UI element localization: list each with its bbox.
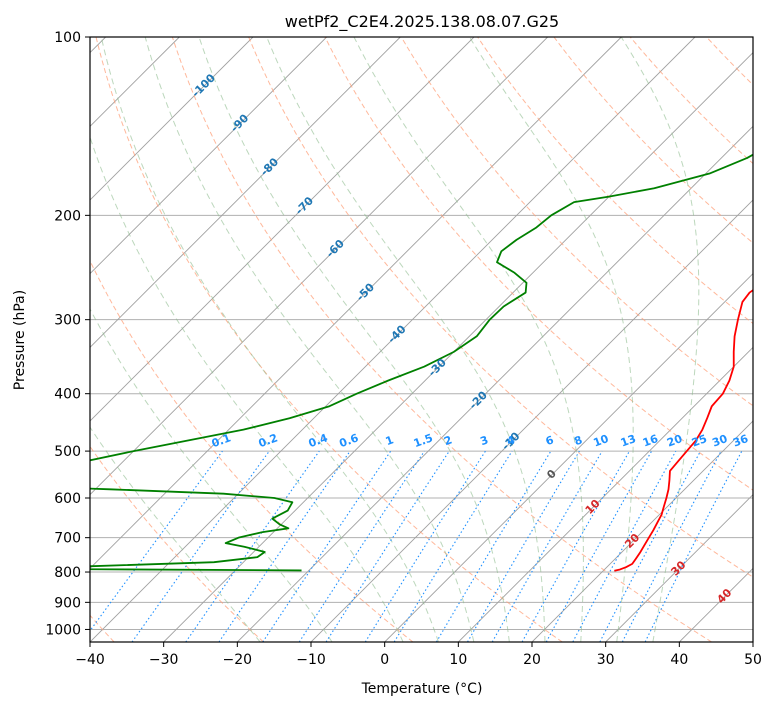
x-axis: −40 −30 −20 −10 0 10 20 30 40 50 — [75, 642, 762, 668]
plot-frame — [89, 36, 754, 643]
background-grid — [90, 37, 753, 642]
isotherm-line — [605, 494, 753, 642]
isotherm-line — [90, 37, 475, 422]
mixing-ratio-line — [545, 450, 653, 642]
isotherm-line — [458, 346, 753, 642]
isotherm-line — [90, 37, 622, 569]
isotherm-line — [90, 37, 401, 348]
mixing-ratio-line — [131, 450, 270, 642]
isotherm-line — [310, 199, 753, 642]
isotherm-line — [531, 420, 753, 642]
mixing-ratio-label: 3 — [478, 433, 490, 448]
plot-area — [90, 37, 753, 642]
profile-layer — [90, 153, 753, 572]
y-tick-label: 400 — [54, 387, 81, 403]
x-tick-label: −30 — [149, 652, 179, 668]
mixing-ratio-label: 25 — [690, 432, 709, 449]
dry-adiabat — [171, 37, 712, 642]
dewpoint-profile — [90, 153, 753, 572]
moist-adiabat — [90, 135, 404, 642]
mixing-ratio-label: 30 — [710, 432, 729, 450]
y-tick-label: 600 — [54, 491, 81, 507]
isotherm-line — [752, 641, 753, 642]
mixing-ratio-line — [298, 450, 425, 642]
chart-title: wetPf2_C2E4.2025.138.08.07.G25 — [285, 12, 559, 32]
moist-adiabat — [144, 37, 475, 642]
mixing-ratio-label: 16 — [641, 432, 660, 450]
moist-adiabat — [198, 37, 510, 642]
dry-adiabat — [90, 259, 414, 642]
dry-adiabat — [95, 37, 563, 642]
mixing-ratio-label: 0.4 — [307, 431, 330, 450]
mixing-ratio-label: 13 — [619, 432, 638, 449]
moist-adiabat — [100, 37, 439, 642]
x-tick-label: −40 — [75, 652, 105, 668]
mixing-ratio-line — [185, 450, 320, 642]
mixing-ratio-line — [521, 450, 630, 642]
y-tick-label: 1000 — [45, 622, 81, 638]
moist-adiabat — [620, 37, 700, 642]
mixing-ratio-line — [572, 450, 677, 642]
moist-adiabat — [90, 426, 261, 642]
mixing-ratio-line — [644, 450, 743, 642]
mixing-ratio-line — [393, 450, 513, 642]
mixing-ratio-label: 1.5 — [412, 431, 435, 450]
y-tick-label: 300 — [54, 313, 81, 329]
dry-adiabat — [400, 37, 753, 407]
isotherm-line — [237, 125, 753, 642]
temperature-profile — [614, 289, 753, 572]
y-tick-label: 900 — [54, 595, 81, 611]
mixing-ratio-line — [325, 450, 450, 642]
x-tick-label: 0 — [380, 652, 389, 668]
mixing-ratio-label: 36 — [731, 432, 750, 450]
mixing-ratio-line — [218, 450, 351, 642]
isotherm-line — [384, 273, 753, 642]
mixing-ratio-label: 0.2 — [257, 431, 280, 450]
isotherm-line — [90, 37, 254, 201]
isotherm-line — [90, 37, 548, 496]
x-tick-label: 10 — [449, 652, 467, 668]
x-axis-title: Temperature (°C) — [361, 681, 483, 697]
mixing-ratio-line — [262, 450, 392, 642]
mixing-ratio-label: 20 — [665, 432, 684, 450]
mixing-ratio-label: 6 — [544, 433, 556, 448]
y-axis-title: Pressure (hPa) — [12, 290, 28, 390]
x-tick-label: 50 — [744, 652, 762, 668]
x-tick-label: −20 — [223, 652, 253, 668]
moist-adiabat — [353, 37, 584, 642]
mixing-ratio-label: 8 — [572, 433, 584, 448]
mixing-ratio-label: 4 — [505, 433, 517, 448]
moist-adiabat — [90, 308, 333, 642]
isotherm-line — [163, 52, 753, 642]
y-axis: 100 200 300 400 500 600 700 800 900 1000 — [45, 30, 90, 638]
mixing-ratio-label: 0.1 — [210, 431, 233, 450]
x-tick-label: 20 — [523, 652, 541, 668]
y-tick-label: 800 — [54, 565, 81, 581]
x-tick-label: −10 — [296, 652, 326, 668]
dry-adiabat — [90, 445, 264, 642]
dry-adiabat — [248, 37, 753, 578]
isotherm-line — [90, 37, 327, 275]
isotherm-line — [90, 37, 696, 642]
y-tick-label: 200 — [54, 208, 81, 224]
dry-adiabat — [324, 37, 753, 491]
moist-adiabat — [266, 37, 546, 642]
mixing-ratio-label: 1 — [384, 433, 396, 448]
mixing-ratio-label: 10 — [592, 432, 611, 450]
y-tick-label: 100 — [54, 30, 81, 46]
mixing-ratio-label: 2 — [442, 433, 454, 448]
y-tick-label: 700 — [54, 531, 81, 547]
y-tick-label: 500 — [54, 444, 81, 460]
x-tick-label: 30 — [597, 652, 615, 668]
x-tick-label: 40 — [670, 652, 688, 668]
mixing-ratio-label: 0.6 — [338, 431, 361, 450]
